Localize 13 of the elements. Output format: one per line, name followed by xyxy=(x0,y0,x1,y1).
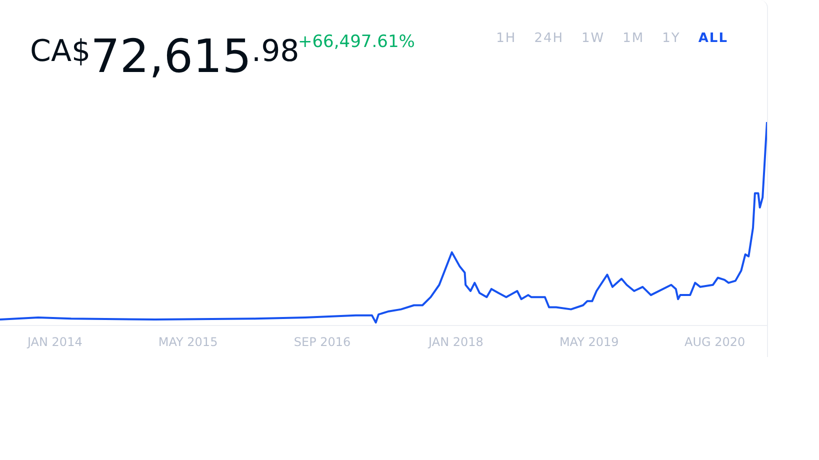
text: 1M xyxy=(622,31,644,46)
chart-subtitle: +66,497.61% xyxy=(298,32,415,52)
text: 1H xyxy=(496,31,516,46)
x-tick-label: SEP 2016 xyxy=(294,334,351,349)
x-tick-label: JAN 2014 xyxy=(26,334,82,349)
text: ALL xyxy=(698,31,728,46)
text: 1W xyxy=(582,31,605,46)
x-tick-label: JAN 2018 xyxy=(428,334,484,349)
text: 1Y xyxy=(662,31,680,46)
x-tick-label: MAY 2019 xyxy=(559,334,619,349)
x-tick-label: AUG 2020 xyxy=(684,334,746,349)
text: 24H xyxy=(534,31,564,46)
x-tick-label: MAY 2015 xyxy=(158,334,218,349)
